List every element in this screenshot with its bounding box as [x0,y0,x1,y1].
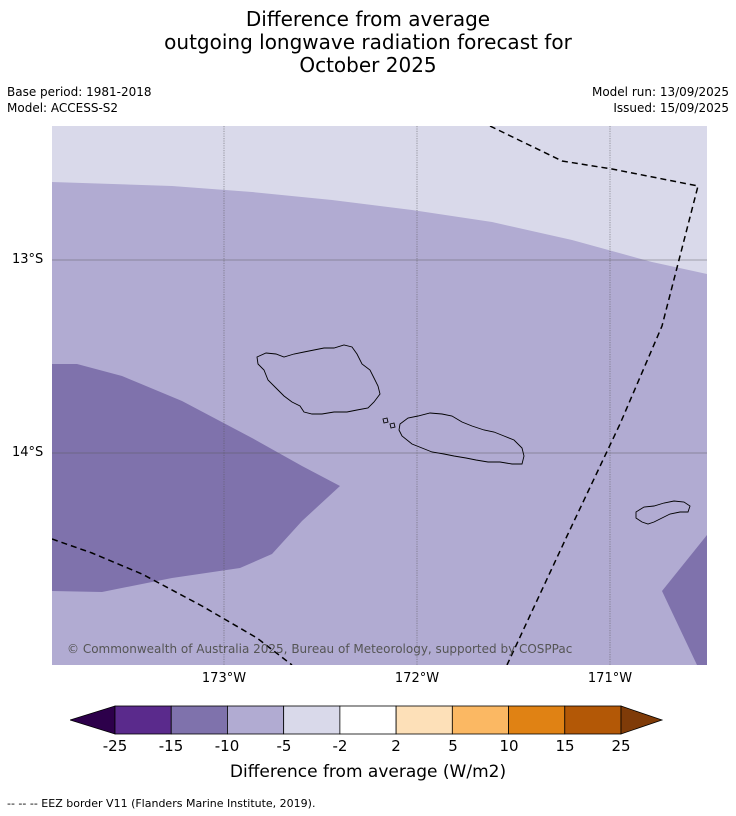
anomaly-field-medium-west [52,364,340,592]
eez-border-north-east [489,126,699,665]
colorbar-under-arrow [70,705,116,735]
eez-border [52,126,699,665]
colorbar-tick: 2 [391,737,401,755]
eez-border-south-west [52,538,293,665]
graticule [52,126,707,665]
island-upolu [398,412,525,465]
colorbar-box [508,705,566,735]
colorbar-box [170,705,228,735]
colorbar [70,705,664,735]
colorbar-tick: -10 [214,737,240,755]
lon-label-171w: 171°W [587,671,633,686]
colorbar-tick: -2 [332,737,348,755]
colorbar-tick: -5 [276,737,292,755]
colorbar-tick: -15 [158,737,184,755]
islands [256,344,691,525]
meta-right: Model run: 13/09/2025 Issued: 15/09/2025 [592,84,729,116]
colorbar-box [395,705,453,735]
model-run: Model run: 13/09/2025 [591,85,729,99]
model-name: Model: ACCESS-S2 [7,101,119,115]
island-apolima [389,422,396,429]
chart-title: Difference from average outgoing longwav… [0,8,736,77]
anomaly-field-very-light [52,126,707,274]
base-period: Base period: 1981-2018 [7,85,152,99]
colorbar-label: Difference from average (W/m2) [229,762,507,782]
colorbar-tick: 10 [499,737,519,755]
anomaly-field-medium-east [662,535,707,665]
lat-label-14s: 14°S [12,445,44,460]
copyright-notice: © Commonwealth of Australia 2025, Bureau… [67,642,573,656]
eez-footnote: -- -- -- EEZ border V11 (Flanders Marine… [7,797,316,810]
title-line-3: October 2025 [299,53,437,77]
colorbar-box [451,705,509,735]
lon-label-172w: 172°W [394,671,440,686]
colorbar-tick: 15 [555,737,575,755]
issued-date: Issued: 15/09/2025 [613,101,729,115]
island-manono [382,417,389,424]
colorbar-over-arrow [620,705,664,735]
island-savaii [256,344,381,415]
colorbar-box [227,705,285,735]
title-line-2: outgoing longwave radiation forecast for [164,30,572,54]
colorbar-tick: 25 [611,737,631,755]
colorbar-box [283,705,341,735]
colorbar-box [114,705,172,735]
lon-label-173w: 173°W [201,671,247,686]
meta-left: Base period: 1981-2018 Model: ACCESS-S2 [7,84,152,116]
colorbar-tick: 5 [448,737,458,755]
island-tutuila [635,500,691,525]
lat-label-13s: 13°S [12,252,44,267]
title-line-1: Difference from average [245,7,491,31]
colorbar-box [339,705,397,735]
map-panel [52,126,707,665]
colorbar-box [564,705,622,735]
colorbar-tick: -25 [102,737,128,755]
colorbar-boxes [114,705,622,735]
